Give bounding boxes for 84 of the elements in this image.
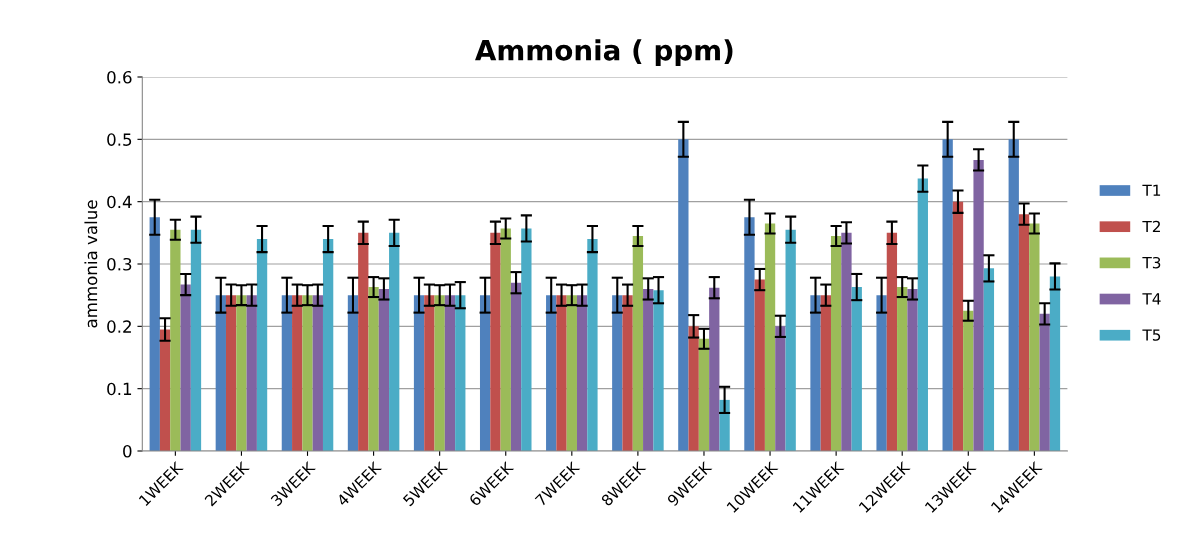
bar — [851, 287, 862, 451]
bar — [347, 295, 359, 451]
bar — [215, 295, 226, 451]
y-tick-label: 0.2 — [107, 320, 131, 333]
bar — [754, 279, 765, 451]
bar — [764, 223, 776, 451]
bar — [302, 295, 313, 451]
bar — [876, 295, 887, 451]
legend-label: T5 — [1142, 329, 1161, 341]
bar — [546, 295, 557, 451]
bar — [576, 295, 588, 451]
legend-label: T3 — [1142, 256, 1161, 269]
y-tick-label: 0.3 — [107, 257, 132, 271]
bar — [510, 282, 522, 451]
bar — [556, 295, 567, 451]
bar — [830, 235, 842, 451]
bar — [886, 232, 898, 451]
bar — [149, 217, 160, 451]
bar — [698, 338, 710, 451]
bar — [917, 178, 928, 451]
bar — [256, 239, 268, 451]
bar — [1029, 223, 1040, 451]
bar — [1049, 276, 1061, 451]
bar — [632, 235, 644, 451]
bar — [368, 287, 379, 451]
bar — [312, 295, 323, 451]
bar — [622, 295, 633, 451]
bar — [810, 295, 821, 451]
bar — [612, 295, 623, 451]
bar — [444, 295, 456, 451]
legend-label: T1 — [1142, 184, 1161, 196]
bar — [1039, 313, 1050, 451]
bar — [413, 295, 425, 451]
bar — [678, 139, 689, 451]
bar — [907, 288, 918, 451]
bar — [1008, 139, 1019, 451]
bar — [190, 229, 202, 451]
bar — [378, 288, 390, 451]
bar — [180, 284, 191, 451]
bar — [322, 239, 334, 451]
bar — [236, 295, 247, 451]
bar — [389, 232, 400, 451]
bar — [973, 159, 984, 451]
bar — [225, 295, 237, 451]
bar — [942, 139, 953, 451]
bar — [521, 228, 532, 451]
bar — [897, 287, 908, 451]
chart-title: Ammonia ( ppm) — [475, 39, 733, 67]
bar — [500, 228, 511, 451]
bar — [963, 310, 974, 451]
bar — [775, 326, 786, 451]
bar — [170, 229, 181, 451]
bar — [434, 295, 445, 451]
bar — [1018, 214, 1030, 451]
bar — [424, 295, 435, 451]
legend-label: T4 — [1142, 293, 1161, 305]
legend-label: T2 — [1142, 220, 1160, 233]
bar — [490, 232, 501, 451]
bar — [952, 201, 964, 451]
bar — [479, 295, 491, 451]
y-tick-label: 0 — [123, 444, 132, 458]
bar — [653, 290, 664, 451]
bar — [281, 295, 293, 451]
bar — [643, 288, 654, 451]
y-tick-label: 0.4 — [107, 195, 132, 209]
y-axis-title: ammonia value — [84, 200, 98, 328]
bar — [688, 326, 699, 451]
bar — [709, 287, 720, 451]
bar — [159, 329, 171, 451]
bar — [292, 295, 303, 451]
y-tick-label: 0.6 — [107, 70, 132, 84]
bar — [841, 232, 852, 451]
y-tick-label: 0.1 — [107, 382, 132, 396]
bar — [455, 295, 466, 451]
bar — [820, 295, 831, 451]
y-tick-label: 0.5 — [107, 133, 132, 146]
bar — [246, 295, 257, 451]
bar — [566, 295, 577, 451]
bar — [744, 217, 755, 451]
bar — [587, 239, 598, 451]
bar — [785, 229, 796, 451]
bar — [358, 232, 369, 451]
bar — [983, 268, 995, 451]
bar — [719, 399, 730, 451]
